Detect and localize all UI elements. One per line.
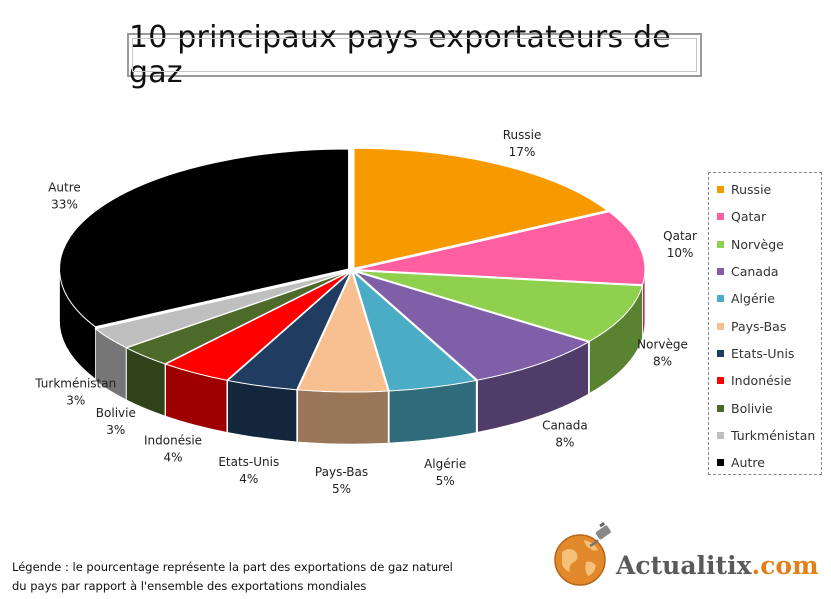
legend-item-norvege: Norvège: [709, 231, 821, 258]
legend-swatch: [717, 268, 724, 276]
pie-label-pays-bas: Pays-Bas 5%: [315, 465, 368, 496]
pie-label-name: Canada: [542, 419, 588, 433]
legend-swatch: [717, 240, 724, 248]
pie-label-bolivie: Bolivie 3%: [96, 406, 136, 437]
pie-label-value: 8%: [555, 436, 574, 450]
pie-side-etats-unis: [227, 380, 297, 443]
legend-swatch: [717, 404, 724, 412]
pie-label-name: Bolivie: [96, 406, 136, 420]
legend-label: Norvège: [731, 236, 784, 252]
legend-item-qatar: Qatar: [709, 203, 821, 230]
legend-label: Bolivie: [731, 400, 773, 416]
pie-label-value: 8%: [653, 354, 672, 368]
legend-swatch: [717, 377, 724, 385]
pie-label-value: 4%: [164, 451, 183, 465]
legend-label: Canada: [731, 264, 779, 280]
pie-slice-qatar: [355, 211, 646, 286]
pie-label-name: Russie: [503, 128, 542, 142]
pie-label-value: 17%: [509, 145, 536, 159]
legend-item-indonesie: Indonésie: [709, 367, 821, 394]
legend-swatch: [717, 349, 724, 357]
pie-label-indonesie: Indonésie 4%: [144, 434, 202, 465]
legend-swatch: [717, 459, 724, 467]
legend-item-algerie: Algérie: [709, 285, 821, 312]
logo-suffix: .com: [751, 551, 819, 580]
legend-label: Qatar: [731, 209, 767, 225]
pie-label-name: Turkménistan: [34, 377, 116, 391]
legend-item-pays-bas: Pays-Bas: [709, 312, 821, 339]
pie-sides: [59, 268, 646, 445]
footnote-line-2: du pays par rapport à l'ensemble des exp…: [12, 579, 367, 593]
legend-label: Pays-Bas: [731, 318, 787, 334]
legend-item-russie: Russie: [709, 176, 821, 203]
pie-label-value: 3%: [106, 423, 125, 437]
legend-swatch: [717, 322, 724, 330]
legend-label: Autre: [731, 455, 765, 471]
pie-slice-indonesie: [164, 271, 351, 381]
legend-item-autre: Autre: [709, 449, 821, 476]
pie-label-value: 10%: [667, 246, 694, 260]
pie-label-value: 5%: [332, 482, 351, 496]
pie-label-algerie: Algérie 5%: [424, 457, 466, 488]
pie-side-pays-bas: [297, 389, 389, 445]
legend: Russie Qatar Norvège Canada Algérie Pays-Bas E…: [708, 172, 822, 475]
legend-item-canada: Canada: [709, 258, 821, 285]
chart-title: 10 principaux pays exportateurs de gaz: [127, 20, 702, 90]
pie-label-name: Autre: [48, 181, 81, 195]
pie-label-qatar: Qatar 10%: [663, 229, 697, 260]
pie-label-value: 4%: [239, 472, 258, 486]
pie-label-name: Qatar: [663, 229, 697, 243]
pie-label-name: Indonésie: [144, 434, 202, 448]
pie-slice-algerie: [352, 270, 478, 392]
pie-label-norvege: Norvège 8%: [637, 337, 688, 368]
legend-swatch: [717, 213, 724, 221]
legend-label: Indonésie: [731, 373, 792, 389]
pie-slice-turkmenistan: [94, 270, 349, 349]
pie-tops: [59, 147, 646, 393]
legend-label: Algérie: [731, 291, 775, 307]
footnote-line-1: Légende : le pourcentage représente la p…: [12, 560, 453, 574]
pie-label-name: Pays-Bas: [315, 465, 368, 479]
pie-labels: Russie 17% Qatar 10% Norvège 8% Canada 8% Algéri…: [34, 128, 697, 496]
legend-item-turkmenistan: Turkménistan: [709, 422, 821, 449]
legend-item-bolivie: Bolivie: [709, 394, 821, 421]
pie-slice-russie: [353, 147, 609, 269]
pie-label-russie: Russie 17%: [503, 128, 542, 159]
pie-label-value: 3%: [66, 394, 85, 408]
pie-label-name: Etats-Unis: [218, 455, 279, 469]
pie-label-autre: Autre 33%: [48, 181, 81, 212]
footnote: Légende : le pourcentage représente la p…: [12, 558, 522, 596]
globe-plug-icon: [554, 522, 611, 586]
logo-name: Actualitix: [616, 551, 752, 580]
logo: Actualitix.com: [548, 522, 823, 592]
pie-slice-etats-unis: [226, 271, 352, 391]
legend-swatch: [717, 186, 724, 194]
logo-text: Actualitix.com: [616, 551, 819, 580]
pie-label-name: Norvège: [637, 337, 688, 351]
pie-label-value: 33%: [51, 198, 78, 212]
legend-label: Turkménistan: [731, 427, 816, 443]
legend-item-etats-unis: Etats-Unis: [709, 340, 821, 367]
pie-slice-autre: [59, 148, 350, 328]
legend-label: Etats-Unis: [731, 345, 795, 361]
pie-label-turkmenistan: Turkménistan 3%: [34, 377, 116, 408]
legend-swatch: [717, 431, 724, 439]
legend-swatch: [717, 295, 724, 303]
pie-slice-norvege: [355, 270, 644, 342]
legend-label: Russie: [731, 182, 772, 198]
pie-slice-pays-bas: [296, 270, 389, 393]
pie-label-value: 5%: [436, 474, 455, 488]
pie-label-name: Algérie: [424, 457, 466, 471]
pie-slice-canada: [354, 271, 590, 381]
pie-label-canada: Canada 8%: [542, 419, 588, 450]
pie-label-etats-unis: Etats-Unis 4%: [218, 455, 279, 486]
